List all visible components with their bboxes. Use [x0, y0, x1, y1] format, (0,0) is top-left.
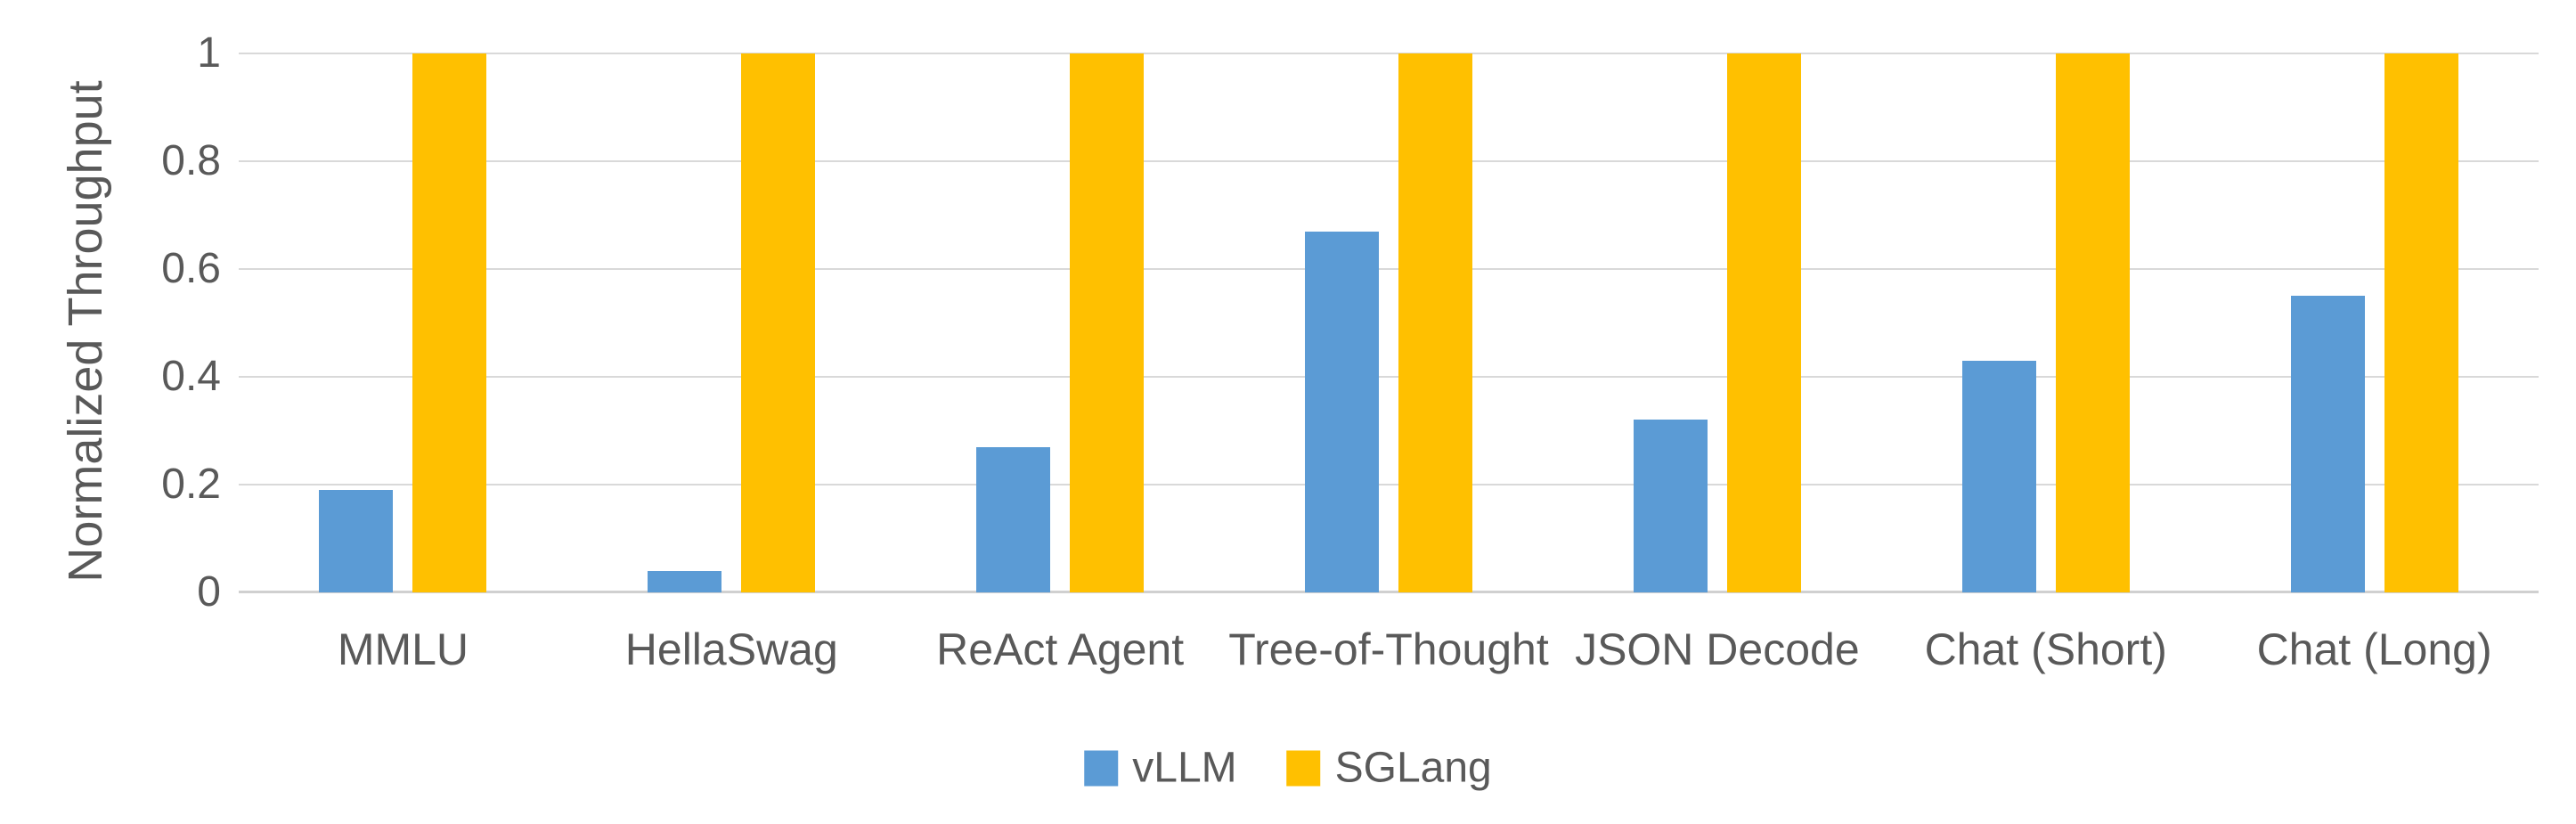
sglang-bar: [1726, 53, 1801, 592]
y-tick-0.2: 0.2: [161, 461, 221, 508]
bar-group-hellaswag: [567, 53, 896, 592]
plot-area: [239, 53, 2539, 593]
sglang-bar: [1070, 53, 1145, 592]
x-label-chat-short: Chat (Short): [1924, 624, 2167, 674]
sglang-bar: [2384, 53, 2458, 592]
gridline-1.0: [239, 53, 2539, 54]
vllm-bar: [1961, 360, 2036, 592]
bar-group-chat-long: [2210, 53, 2539, 592]
vllm-bar: [319, 490, 394, 592]
x-label-mmlu: MMLU: [337, 624, 469, 674]
legend-label-vllm: vLLM: [1132, 744, 1237, 792]
x-label-json-decode: JSON Decode: [1575, 624, 1860, 674]
y-tick-0.6: 0.6: [161, 245, 221, 292]
legend-item-vllm: vLLM: [1084, 744, 1237, 793]
bar-groups: [239, 53, 2539, 592]
vllm-bar: [1305, 231, 1379, 592]
bar-group-mmlu: [239, 53, 567, 592]
vllm-bar: [1633, 420, 1708, 592]
x-label-react-agent: ReAct Agent: [936, 624, 1185, 674]
vllm-bar: [2290, 296, 2365, 592]
y-tick-0.4: 0.4: [161, 353, 221, 400]
bar-group-tree-of-thought: [1225, 53, 1553, 592]
legend: vLLM SGLang: [1084, 744, 1492, 793]
gridline-0.6: [239, 268, 2539, 270]
x-label-tree-of-thought: Tree-of-Thought: [1228, 624, 1549, 674]
vllm-bar: [648, 570, 722, 592]
bar-group-react-agent: [896, 53, 1225, 592]
gridline-0.4: [239, 376, 2539, 378]
x-axis-line: [239, 591, 2539, 593]
x-axis-category-labels: MMLU HellaSwag ReAct Agent Tree-of-Thoug…: [239, 624, 2539, 675]
y-tick-0.8: 0.8: [161, 137, 221, 184]
y-tick-0: 0: [197, 568, 221, 616]
sglang-bar: [1398, 53, 1472, 592]
gridline-0.8: [239, 160, 2539, 162]
sglang-bar: [741, 53, 816, 592]
sglang-legend-swatch-icon: [1286, 750, 1321, 786]
bar-group-chat-short: [1881, 53, 2210, 592]
legend-item-sglang: SGLang: [1286, 744, 1492, 793]
sglang-bar: [412, 53, 487, 592]
x-label-hellaswag: HellaSwag: [624, 624, 838, 674]
gridline-0.2: [239, 484, 2539, 485]
vllm-legend-swatch-icon: [1084, 750, 1119, 786]
sglang-bar: [2055, 53, 2130, 592]
legend-label-sglang: SGLang: [1334, 744, 1492, 792]
y-tick-1: 1: [197, 29, 221, 77]
bar-group-json-decode: [1553, 53, 1881, 592]
x-label-chat-long: Chat (Long): [2256, 624, 2492, 674]
y-axis-tick-labels: 1 0.8 0.6 0.4 0.2 0: [0, 0, 230, 824]
vllm-bar: [976, 446, 1051, 592]
